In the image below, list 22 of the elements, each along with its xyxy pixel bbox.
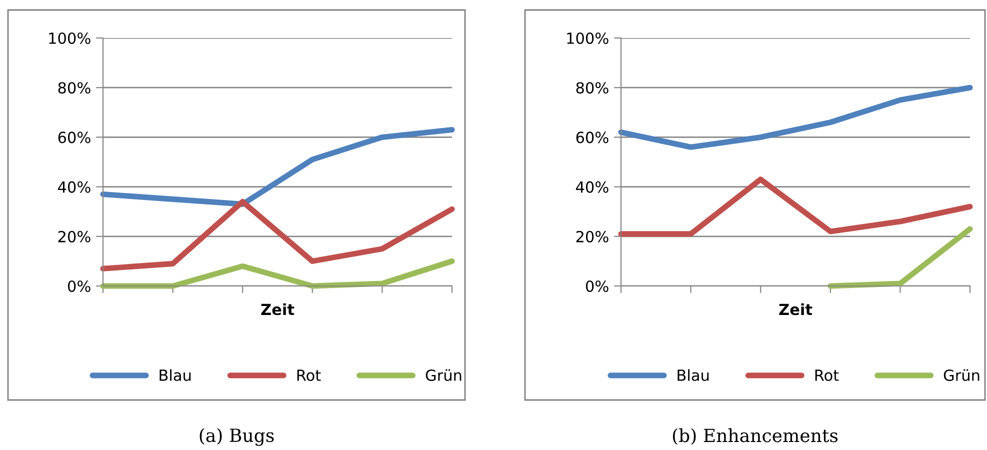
legend-label: Rot [297,370,321,382]
legend-label: Blau [678,369,709,382]
y-tick-label: 40% [576,181,608,193]
legend-label: Rot [815,370,839,382]
legend-label: Blau [160,369,191,382]
text: (b) Enhancements [672,428,838,445]
y-tick-label: 60% [58,132,90,144]
text: (a) Bugs [200,428,274,446]
y-tick-label: 40% [58,181,90,193]
y-tick-label: 0% [68,280,90,292]
y-tick-label: 20% [576,230,608,242]
y-tick-label: 80% [576,82,608,94]
x-axis-title: Zeit [779,303,812,316]
y-tick-label: 60% [576,132,608,144]
y-tick-label: 100% [567,32,608,44]
y-tick-label: 20% [58,230,90,242]
y-tick-label: 0% [586,280,608,292]
legend-label: Grün [944,369,980,382]
x-axis-title: Zeit [261,303,294,316]
legend-label: Grün [426,369,462,382]
y-tick-label: 80% [58,82,90,94]
y-tick-label: 100% [49,32,90,44]
